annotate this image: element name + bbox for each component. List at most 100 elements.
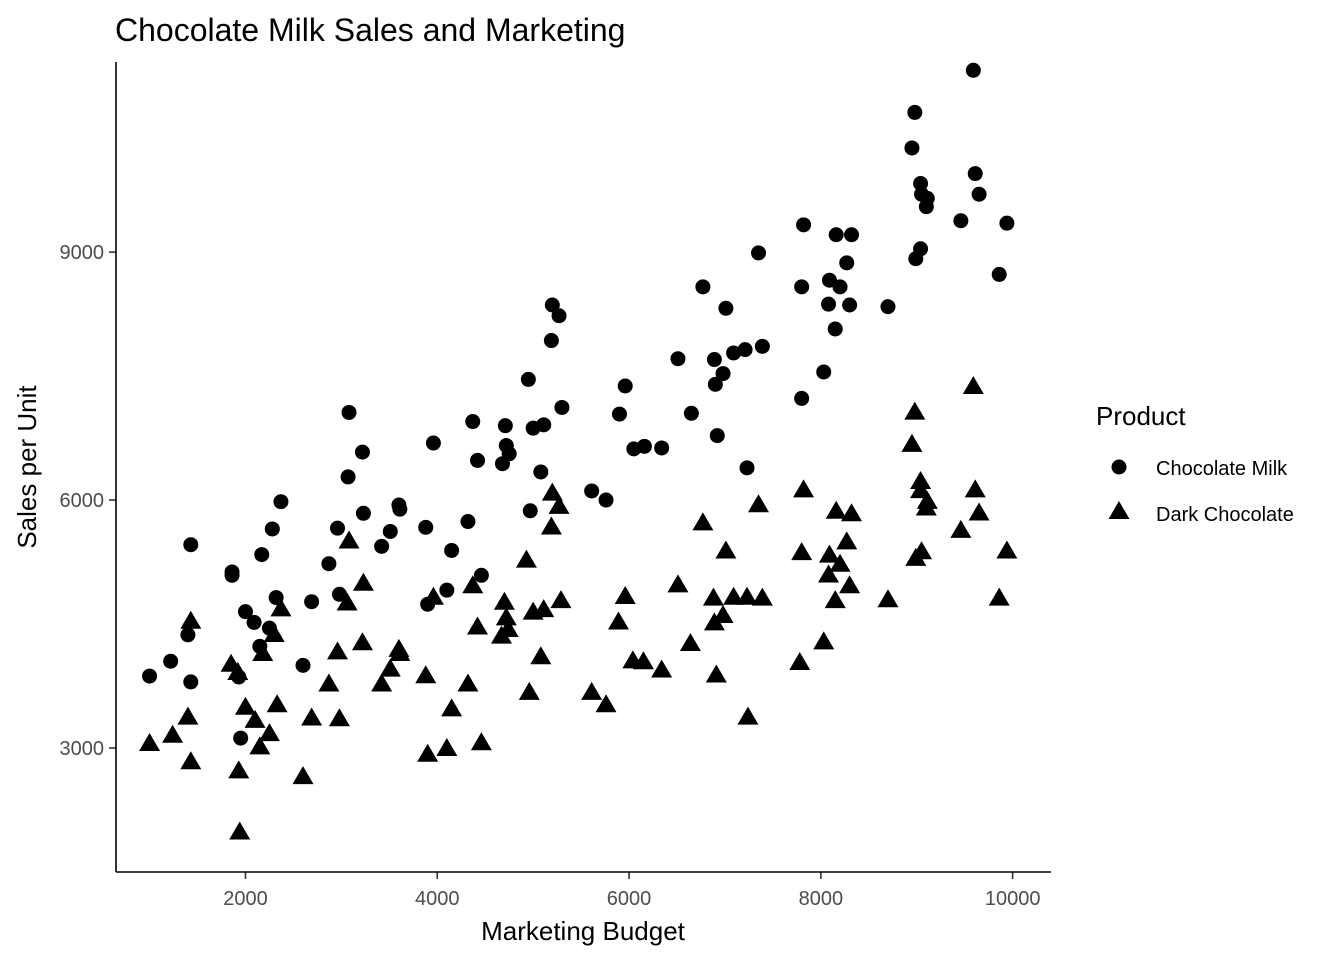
chocolate-milk-point	[907, 104, 923, 120]
dark-chocolate-point	[270, 598, 292, 617]
chocolate-milk-point	[999, 215, 1015, 231]
dark-chocolate-point	[692, 512, 714, 531]
chocolate-milk-point	[827, 321, 843, 337]
chocolate-milk-point	[533, 464, 549, 480]
chocolate-milk-point	[497, 418, 513, 434]
dark-chocolate-point	[301, 707, 323, 726]
chocolate-milk-point	[683, 405, 699, 421]
dark-chocolate-point	[813, 631, 835, 650]
dark-chocolate-point	[789, 652, 811, 671]
chocolate-milk-point	[331, 586, 347, 602]
chocolate-milk-point	[971, 186, 987, 202]
dark-chocolate-point	[839, 575, 861, 594]
chocolate-milk-point	[183, 537, 199, 553]
chocolate-milk-point	[470, 452, 486, 468]
chocolate-milk-point	[142, 668, 158, 684]
chocolate-milk-point	[707, 376, 723, 392]
chocolate-milk-point	[425, 435, 441, 451]
dark-chocolate-point	[818, 564, 840, 583]
chocolate-milk-point	[224, 567, 240, 583]
x-tick-label: 6000	[607, 888, 652, 910]
chocolate-milk-point	[670, 351, 686, 367]
chocolate-milk-point	[904, 140, 920, 156]
chocolate-milk-point	[751, 245, 767, 261]
dark-chocolate-point	[530, 646, 552, 665]
dark-chocolate-point	[252, 642, 274, 661]
chocolate-milk-point	[828, 227, 844, 243]
chocolate-milk-point	[611, 406, 627, 422]
dark-chocolate-point	[550, 590, 572, 609]
dark-chocolate-point	[228, 760, 250, 779]
chocolate-milk-point	[726, 345, 742, 361]
dark-chocolate-point	[441, 698, 463, 717]
dark-chocolate-point	[825, 500, 847, 519]
y-tick-label: 3000	[60, 738, 105, 760]
dark-chocolate-point	[595, 694, 617, 713]
dark-chocolate-point	[581, 681, 603, 700]
dark-chocolate-point	[467, 616, 489, 635]
dark-chocolate-point	[352, 572, 374, 591]
chocolate-milk-point	[233, 730, 249, 746]
chocolate-milk-point	[237, 604, 253, 620]
chocolate-milk-point	[737, 342, 753, 358]
chocolate-milk-point	[913, 241, 929, 257]
legend-title: Product	[1096, 401, 1186, 431]
dark-chocolate-point	[389, 642, 411, 661]
dark-chocolate-point	[793, 479, 815, 498]
dark-chocolate-point	[712, 604, 734, 623]
chocolate-milk-point	[254, 547, 270, 563]
chocolate-milk-point	[794, 279, 810, 295]
chocolate-milk-point	[880, 299, 896, 315]
dark-chocolate-point	[540, 516, 562, 535]
y-axis-title: Sales per Unit	[12, 385, 42, 549]
chocolate-milk-point	[273, 494, 289, 510]
chocolate-milk-point	[355, 505, 371, 521]
dark-chocolate-point	[651, 659, 673, 678]
chocolate-milk-point	[584, 483, 600, 499]
dark-chocolate-point	[818, 544, 840, 563]
legend: Product Chocolate Milk Dark Chocolate	[1096, 401, 1294, 526]
dark-chocolate-point	[180, 751, 202, 770]
dark-chocolate-point	[541, 482, 563, 501]
chocolate-milk-point	[501, 446, 517, 462]
dark-chocolate-point	[229, 821, 251, 840]
dark-chocolate-point	[988, 587, 1010, 606]
x-axis-ticks: 2000 4000 6000 8000 10000	[223, 872, 1040, 910]
chocolate-milk-point	[554, 399, 570, 415]
x-tick-label: 4000	[415, 888, 460, 910]
dark-chocolate-point	[705, 664, 727, 683]
dark-chocolate-point	[227, 661, 249, 680]
chocolate-milk-point	[821, 296, 837, 312]
chocolate-milk-point	[465, 414, 481, 430]
chocolate-milk-point	[522, 503, 538, 519]
chocolate-milk-point	[543, 333, 559, 349]
dark-chocolate-point	[518, 681, 540, 700]
dark-chocolate-point	[841, 503, 863, 522]
dark-chocolate-point	[910, 471, 932, 490]
dark-chocolate-point	[679, 633, 701, 652]
dark-chocolate-point	[263, 623, 285, 642]
dark-chocolate-point	[968, 502, 990, 521]
dark-chocolate-point	[751, 587, 773, 606]
dark-chocolate-point	[715, 540, 737, 559]
chocolate-milk-point	[965, 62, 981, 78]
chocolate-milk-point	[718, 300, 734, 316]
dark-chocolate-point	[470, 732, 492, 751]
chocolate-milk-point	[439, 582, 455, 598]
x-axis-title: Marketing Budget	[481, 916, 686, 946]
dark-chocolate-point	[791, 542, 813, 561]
dark-chocolate-point	[292, 766, 314, 785]
dark-chocolate-point	[950, 519, 972, 538]
dark-chocolate-point	[904, 401, 926, 420]
chocolate-milk-point	[953, 213, 969, 229]
y-tick-label: 6000	[60, 490, 105, 512]
dark-chocolate-point	[415, 665, 437, 684]
legend-key-triangle	[1108, 501, 1130, 519]
chocolate-milk-point	[392, 501, 408, 517]
data-points	[139, 62, 1018, 840]
dark-chocolate-point	[422, 586, 444, 605]
dark-chocolate-point	[177, 706, 199, 725]
chocolate-milk-point	[418, 519, 434, 535]
dark-chocolate-point	[877, 589, 899, 608]
dark-chocolate-point	[736, 586, 758, 605]
